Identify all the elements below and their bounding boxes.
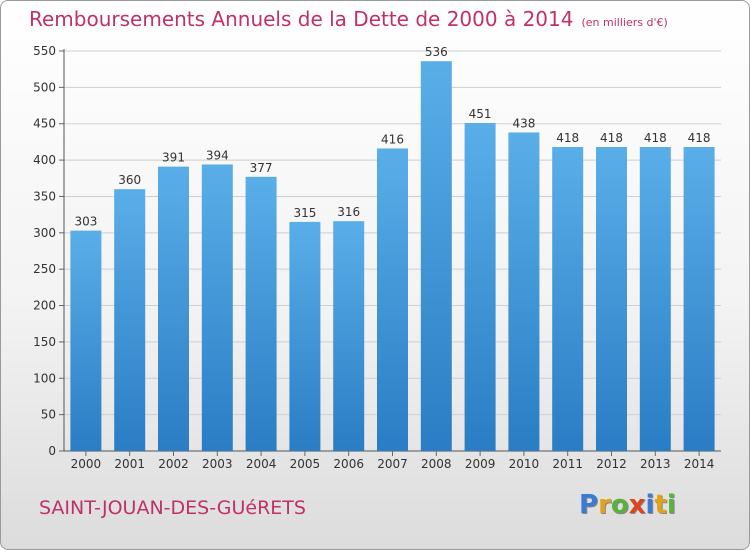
data-label: 360 — [118, 173, 141, 187]
bar — [639, 147, 671, 451]
data-label: 438 — [512, 116, 535, 130]
data-label: 418 — [600, 131, 623, 145]
x-tick-label: 2002 — [158, 457, 189, 471]
bar — [420, 61, 452, 451]
y-tick-label: 200 — [33, 299, 56, 313]
data-label: 315 — [293, 206, 316, 220]
x-tick-label: 2012 — [596, 457, 627, 471]
proxiti-logo: Proxiti — [579, 490, 676, 520]
bar — [377, 148, 408, 452]
data-label: 391 — [162, 151, 185, 165]
bar — [552, 147, 584, 451]
x-tick-label: 2014 — [684, 457, 715, 471]
logo-letter: i — [645, 490, 655, 520]
bar — [245, 176, 277, 451]
y-tick-label: 500 — [33, 80, 56, 94]
y-tick-label: 300 — [33, 226, 56, 240]
bar — [596, 147, 627, 451]
y-tick-label: 400 — [33, 153, 56, 167]
data-label: 418 — [688, 131, 711, 145]
bar — [464, 123, 496, 451]
town-name: SAINT-JOUAN-DES-GUéRETS — [39, 497, 306, 519]
y-tick-label: 100 — [33, 371, 56, 385]
y-tick-label: 350 — [33, 189, 56, 203]
x-tick-label: 2004 — [246, 457, 277, 471]
x-tick-label: 2006 — [333, 457, 364, 471]
data-label: 416 — [381, 132, 404, 146]
logo-letter: t — [654, 490, 667, 520]
data-label: 536 — [425, 45, 448, 59]
bar — [508, 132, 540, 452]
y-tick-label: 550 — [33, 44, 56, 58]
x-tick-label: 2001 — [114, 457, 145, 471]
data-label: 316 — [337, 205, 360, 219]
x-tick-label: 2007 — [377, 457, 408, 471]
data-label: 451 — [469, 107, 492, 121]
x-tick-label: 2008 — [421, 457, 452, 471]
bar — [333, 221, 365, 451]
data-label: 377 — [250, 161, 273, 175]
x-tick-label: 2005 — [290, 457, 321, 471]
data-label: 418 — [556, 131, 579, 145]
y-tick-label: 150 — [33, 335, 56, 349]
x-tick-label: 2013 — [640, 457, 671, 471]
data-label: 303 — [74, 215, 97, 229]
y-tick-label: 250 — [33, 262, 56, 276]
logo-letter: P — [579, 490, 599, 520]
bar — [158, 166, 189, 452]
y-tick-label: 50 — [41, 408, 56, 422]
logo-letter: i — [666, 490, 676, 520]
data-label: 418 — [644, 131, 667, 145]
bar — [114, 189, 146, 451]
x-tick-label: 2003 — [202, 457, 233, 471]
y-tick-label: 0 — [48, 444, 56, 458]
y-tick-label: 450 — [33, 117, 56, 131]
x-tick-label: 2000 — [71, 457, 102, 471]
x-tick-label: 2011 — [552, 457, 583, 471]
chart-title-text: Remboursements Annuels de la Dette de 20… — [29, 7, 574, 31]
bar — [70, 230, 102, 451]
bar — [201, 164, 233, 452]
chart-title-unit: (en milliers d'€) — [581, 16, 668, 29]
logo-letter: o — [610, 490, 629, 520]
data-label: 394 — [206, 148, 229, 162]
logo-letter: r — [598, 490, 611, 520]
bar — [289, 221, 321, 451]
bar — [683, 147, 715, 451]
logo-letter: x — [628, 490, 646, 520]
chart-title: Remboursements Annuels de la Dette de 20… — [29, 7, 668, 31]
x-tick-label: 2009 — [465, 457, 496, 471]
x-tick-label: 2010 — [509, 457, 540, 471]
